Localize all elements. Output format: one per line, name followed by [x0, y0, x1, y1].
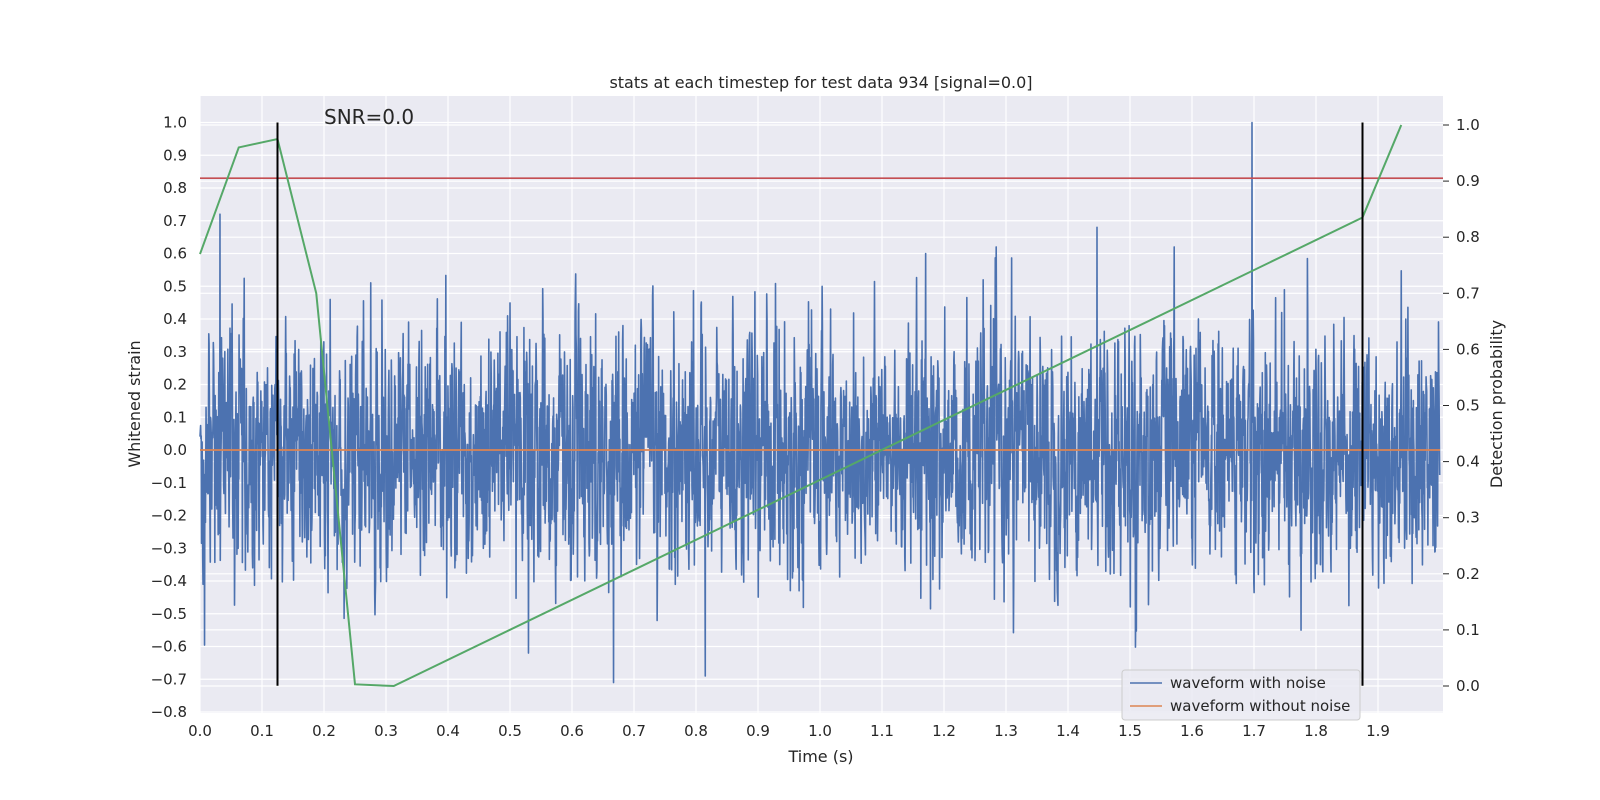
- y-tick-label: 0.4: [163, 310, 187, 328]
- x-tick-label: 0.0: [188, 722, 212, 740]
- x-tick-label: 1.5: [1118, 722, 1142, 740]
- x-tick-label: 1.2: [932, 722, 956, 740]
- noise-waveform-line: [199, 121, 1441, 684]
- x-axis-label: Time (s): [787, 747, 853, 766]
- x-tick-label: 1.0: [808, 722, 832, 740]
- y-tick-label: −0.6: [151, 638, 187, 656]
- legend-label-noise: waveform with noise: [1170, 674, 1326, 692]
- legend-box: [1121, 669, 1361, 721]
- x-tick-labels: 0.0 0.1 0.2 0.3 0.4 0.5 0.6 0.7 0.8 0.9 1.0 1.1 1.2 1…: [188, 722, 1390, 740]
- x-tick-label: 0.8: [684, 722, 708, 740]
- x-tick-label: 1.7: [1242, 722, 1266, 740]
- y-tick-label: 0.9: [163, 146, 187, 164]
- y-tick-label: 0.5: [163, 277, 187, 295]
- y-tick-label: 0.1: [163, 408, 187, 426]
- y-tick-label: 0.3: [163, 343, 187, 361]
- y-tick-label: −0.8: [151, 703, 187, 721]
- y2-tick-label: 0.5: [1456, 397, 1480, 415]
- y2-tick-label: 0.4: [1456, 453, 1480, 471]
- y2-tick-label: 1.0: [1456, 116, 1480, 134]
- y2-tick-label: 0.2: [1456, 565, 1480, 583]
- x-tick-label: 0.7: [622, 722, 646, 740]
- y-tick-label: 0.7: [163, 212, 187, 230]
- x-tick-label: 0.9: [746, 722, 770, 740]
- y2-tick-label: 0.9: [1456, 172, 1480, 190]
- y-tick-label: 0.8: [163, 179, 187, 197]
- x-tick-label: 1.4: [1056, 722, 1080, 740]
- legend: waveform with noise waveform without noi…: [1121, 669, 1361, 721]
- y2-tick-labels: 1.0 0.9 0.8 0.7 0.6 0.5 0.4 0.3 0.2 0.1 0.0: [1443, 116, 1480, 695]
- y-tick-label: 0.6: [163, 245, 187, 263]
- y2-tick-label: 0.8: [1456, 228, 1480, 246]
- y-tick-label: 0.0: [163, 441, 187, 459]
- x-tick-label: 0.2: [312, 722, 336, 740]
- y2-tick-label: 0.0: [1456, 677, 1480, 695]
- x-tick-label: 0.6: [560, 722, 584, 740]
- x-tick-label: 1.3: [994, 722, 1018, 740]
- y2-tick-label: 0.7: [1456, 284, 1480, 302]
- x-tick-label: 0.4: [436, 722, 460, 740]
- x-tick-label: 1.8: [1304, 722, 1328, 740]
- y2-tick-label: 0.1: [1456, 621, 1480, 639]
- y-tick-label: −0.5: [151, 605, 187, 623]
- series-detection-probability: [199, 124, 1403, 688]
- y-tick-label: −0.2: [151, 507, 187, 525]
- y2-tick-label: 0.6: [1456, 340, 1480, 358]
- chart-title: stats at each timestep for test data 934…: [609, 73, 1032, 92]
- snr-annotation: SNR=0.0: [324, 105, 414, 129]
- y-tick-label: −0.3: [151, 539, 187, 557]
- y-axis-label: Whitened strain: [125, 340, 144, 467]
- y-tick-label: 1.0: [163, 114, 187, 132]
- y2-tick-label: 0.3: [1456, 509, 1480, 527]
- y-tick-label: 0.2: [163, 376, 187, 394]
- y-tick-label: −0.4: [151, 572, 187, 590]
- x-tick-label: 0.3: [374, 722, 398, 740]
- y2-axis-label: Detection probability: [1487, 320, 1506, 488]
- x-tick-label: 1.6: [1180, 722, 1204, 740]
- y-tick-label: −0.7: [151, 670, 187, 688]
- probability-line: [199, 124, 1403, 688]
- x-tick-label: 1.1: [870, 722, 894, 740]
- vertical-markers: [276, 122, 1364, 686]
- y-tick-labels: 1.0 0.9 0.8 0.7 0.6 0.5 0.4 0.3 0.2 0.1 0.0 −0.1 −0.…: [151, 114, 187, 722]
- x-tick-label: 0.5: [498, 722, 522, 740]
- y-tick-label: −0.1: [151, 474, 187, 492]
- x-tick-label: 0.1: [250, 722, 274, 740]
- series-waveform-with-noise: [199, 121, 1441, 684]
- legend-label-clean: waveform without noise: [1170, 697, 1350, 715]
- x-tick-label: 1.9: [1366, 722, 1390, 740]
